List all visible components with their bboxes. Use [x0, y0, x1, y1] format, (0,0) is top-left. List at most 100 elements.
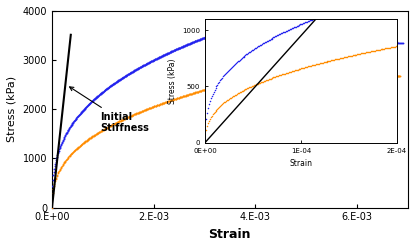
- Point: [58, 142, 65, 146]
- Point: [65, 155, 72, 159]
- Point: [276, 69, 282, 73]
- Point: [380, 73, 387, 77]
- Point: [116, 119, 123, 123]
- Point: [223, 82, 230, 86]
- Point: [270, 30, 276, 34]
- Point: [209, 32, 216, 36]
- Point: [67, 153, 73, 157]
- Point: [189, 92, 195, 95]
- Point: [380, 39, 387, 43]
- Point: [297, 68, 303, 72]
- Point: [198, 89, 204, 93]
- Point: [103, 87, 110, 91]
- Point: [227, 81, 233, 85]
- Point: [142, 62, 149, 66]
- Point: [322, 69, 329, 73]
- Point: [253, 74, 260, 78]
- Point: [196, 37, 203, 41]
- Point: [275, 30, 282, 34]
- Point: [146, 106, 153, 110]
- Point: [82, 106, 89, 110]
- Point: [152, 104, 159, 108]
- Point: [91, 97, 98, 101]
- Point: [364, 38, 371, 42]
- Point: [162, 52, 168, 56]
- Point: [360, 38, 367, 42]
- Point: [76, 144, 83, 148]
- Point: [299, 68, 306, 72]
- Point: [387, 73, 393, 77]
- Point: [94, 95, 100, 99]
- Point: [56, 146, 63, 150]
- Point: [290, 67, 297, 71]
- Point: [127, 114, 134, 118]
- Point: [295, 68, 302, 72]
- Point: [222, 82, 229, 86]
- Point: [185, 42, 192, 46]
- Point: [219, 83, 226, 87]
- Point: [115, 78, 122, 82]
- Point: [272, 69, 279, 73]
- Point: [347, 71, 354, 75]
- Point: [91, 133, 98, 137]
- Point: [250, 28, 256, 32]
- Point: [69, 121, 76, 125]
- Point: [261, 72, 268, 76]
- Point: [225, 27, 232, 31]
- Point: [155, 56, 161, 60]
- Point: [98, 91, 104, 95]
- Point: [361, 38, 368, 42]
- Point: [254, 74, 260, 78]
- Point: [170, 49, 177, 53]
- Point: [71, 118, 78, 122]
- Point: [178, 45, 184, 49]
- Point: [61, 135, 68, 139]
- Point: [346, 71, 352, 75]
- Point: [321, 69, 327, 73]
- Point: [157, 55, 164, 59]
- Point: [305, 33, 311, 37]
- Point: [308, 33, 315, 37]
- Point: [247, 75, 253, 79]
- Point: [249, 28, 256, 32]
- Point: [54, 174, 60, 178]
- Point: [228, 26, 235, 30]
- Point: [356, 71, 363, 75]
- Point: [157, 55, 164, 59]
- Point: [104, 125, 111, 129]
- Point: [210, 32, 216, 36]
- Point: [364, 72, 370, 76]
- Point: [74, 146, 81, 150]
- Point: [199, 36, 206, 40]
- Point: [247, 28, 253, 32]
- Point: [329, 35, 336, 39]
- Point: [220, 29, 226, 33]
- Point: [371, 72, 378, 76]
- Point: [93, 96, 99, 100]
- Point: [188, 92, 195, 96]
- Point: [164, 52, 170, 56]
- Point: [78, 111, 84, 115]
- Point: [54, 155, 60, 158]
- Point: [172, 97, 179, 101]
- Point: [66, 127, 72, 131]
- Point: [160, 54, 166, 58]
- Point: [129, 113, 136, 117]
- Point: [116, 78, 122, 82]
- Point: [292, 67, 298, 71]
- Point: [187, 41, 193, 45]
- Point: [218, 29, 225, 33]
- Point: [304, 33, 310, 37]
- Point: [370, 38, 376, 42]
- Point: [288, 67, 295, 71]
- Point: [254, 29, 260, 32]
- Point: [153, 57, 160, 61]
- Point: [51, 179, 58, 183]
- Point: [175, 47, 181, 51]
- Point: [352, 71, 358, 75]
- Point: [313, 69, 320, 73]
- Point: [311, 33, 317, 37]
- Point: [76, 113, 83, 117]
- Point: [99, 128, 106, 132]
- Point: [222, 82, 229, 86]
